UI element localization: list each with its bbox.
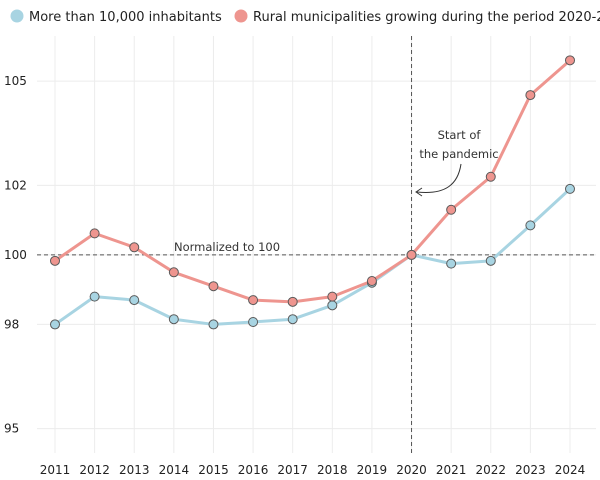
series-1-point-2021 — [446, 258, 457, 269]
pandemic-annotation-arrowhead — [415, 187, 423, 197]
series-1-point-2023 — [525, 220, 536, 231]
series-1-point-2011 — [50, 319, 60, 330]
x-tick-label-2018: 2018 — [317, 463, 348, 477]
reference-line-group: Normalized to 100 — [37, 240, 596, 256]
series-2-point-2020 — [406, 249, 417, 260]
series-2-point-2017 — [287, 296, 298, 307]
series-1-point-2022 — [485, 255, 496, 266]
pandemic-annotation-line-2: the pandemic — [419, 147, 498, 161]
y-axis: 95 98 100 102 105 — [4, 74, 27, 436]
series-2-point-2011 — [50, 255, 60, 266]
x-tick-label-2020: 2020 — [396, 463, 427, 477]
series-2-point-2023 — [525, 90, 536, 101]
series-1-point-2017 — [287, 314, 298, 325]
series-1-point-2018 — [327, 300, 338, 311]
y-tick-label-98: 98 — [4, 317, 19, 331]
x-tick-label-2017: 2017 — [277, 463, 308, 477]
series-2-point-2019 — [366, 275, 377, 286]
x-tick-label-2021: 2021 — [436, 463, 467, 477]
legend-label-rural-municipalities: Rural municipalities growing during the … — [253, 10, 600, 25]
series-2-point-2016 — [248, 295, 259, 306]
legend-marker-large-municipalities — [10, 9, 24, 23]
y-tick-label-105: 105 — [4, 74, 27, 88]
x-tick-label-2011: 2011 — [40, 463, 71, 477]
series-1-point-2015 — [208, 319, 219, 330]
x-tick-label-2023: 2023 — [515, 463, 546, 477]
series-1-point-2024 — [565, 183, 575, 194]
series-2-point-2012 — [89, 228, 100, 239]
series-1-point-2016 — [248, 316, 259, 327]
series-2-point-2015 — [208, 281, 219, 292]
legend-marker-rural-municipalities — [234, 9, 248, 23]
series-line-2 — [53, 58, 572, 304]
y-tick-label-95: 95 — [4, 422, 19, 436]
series-group — [50, 55, 575, 330]
y-tick-label-100: 100 — [4, 248, 27, 262]
x-tick-label-2016: 2016 — [238, 463, 269, 477]
x-axis: 2011 2012 2013 2014 2015 2016 2017 2018 2019 2020… — [40, 463, 586, 477]
series-2-point-2021 — [446, 204, 457, 215]
pandemic-annotation-label: Start of the pandemic — [419, 128, 498, 161]
series-1-point-2013 — [129, 295, 140, 306]
series-2-point-2024 — [565, 55, 575, 66]
series-1-point-2014 — [168, 314, 179, 325]
x-tick-label-2022: 2022 — [475, 463, 506, 477]
pandemic-annotation-line-1: Start of — [438, 128, 482, 142]
series-line-1 — [53, 187, 572, 326]
series-2-point-2018 — [327, 291, 338, 302]
legend: More than 10,000 inhabitants Rural munic… — [10, 9, 600, 25]
series-1-point-2012 — [89, 291, 100, 302]
pandemic-annotation-arrow — [416, 163, 462, 193]
grid — [37, 36, 596, 453]
legend-label-large-municipalities: More than 10,000 inhabitants — [29, 10, 222, 25]
x-tick-label-2014: 2014 — [159, 463, 190, 477]
pandemic-event-group: Start of the pandemic — [411, 36, 499, 453]
series-2-point-2014 — [168, 267, 179, 278]
x-tick-label-2013: 2013 — [119, 463, 150, 477]
y-tick-label-102: 102 — [4, 178, 27, 192]
series-2-point-2022 — [485, 171, 496, 182]
reference-line-label: Normalized to 100 — [174, 240, 280, 254]
x-tick-label-2012: 2012 — [79, 463, 110, 477]
series-2-point-2013 — [129, 242, 140, 253]
x-tick-label-2015: 2015 — [198, 463, 229, 477]
x-tick-label-2019: 2019 — [357, 463, 388, 477]
x-tick-label-2024: 2024 — [555, 463, 586, 477]
